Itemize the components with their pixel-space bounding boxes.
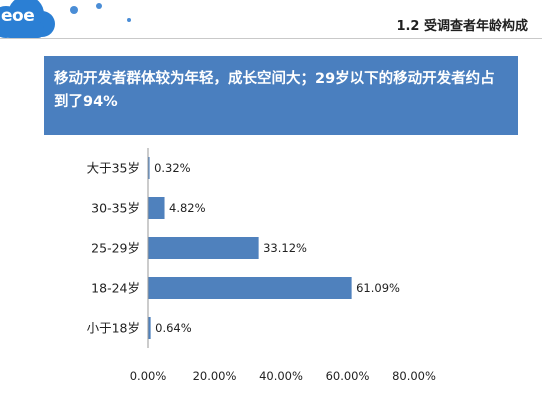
x-tick-label: 0.00% (130, 369, 167, 383)
data-label: 61.09% (356, 281, 400, 295)
x-tick-label: 20.00% (193, 369, 237, 383)
x-tick-label: 40.00% (259, 369, 303, 383)
category-label: 25-29岁 (91, 241, 140, 256)
section-title: 1.2 受调查者年龄构成 (396, 19, 528, 34)
category-label: 小于18岁 (87, 321, 140, 336)
category-label: 大于35岁 (87, 161, 140, 176)
data-label: 0.32% (154, 161, 191, 175)
summary-banner: 移动开发者群体较为年轻，成长空间大；29岁以下的移动开发者约占到了94% (44, 56, 518, 135)
decor-dot (70, 6, 78, 14)
logo-text: eoe (1, 6, 35, 26)
x-tick-label: 80.00% (392, 369, 436, 383)
eoe-logo-cloud-icon (0, 0, 55, 38)
header-divider (0, 38, 542, 39)
bar (148, 197, 165, 219)
category-label: 30-35岁 (91, 201, 140, 216)
data-label: 33.12% (263, 241, 307, 255)
data-label: 4.82% (169, 201, 206, 215)
bar (148, 157, 150, 179)
decor-dot (127, 18, 131, 22)
bar (148, 317, 151, 339)
bar (148, 277, 352, 299)
x-tick-label: 60.00% (326, 369, 370, 383)
data-label: 0.64% (155, 321, 192, 335)
category-label: 18-24岁 (91, 281, 140, 296)
bar (148, 237, 259, 259)
decor-dot (96, 3, 102, 9)
summary-banner-text: 移动开发者群体较为年轻，成长空间大；29岁以下的移动开发者约占到了94% (54, 71, 495, 110)
